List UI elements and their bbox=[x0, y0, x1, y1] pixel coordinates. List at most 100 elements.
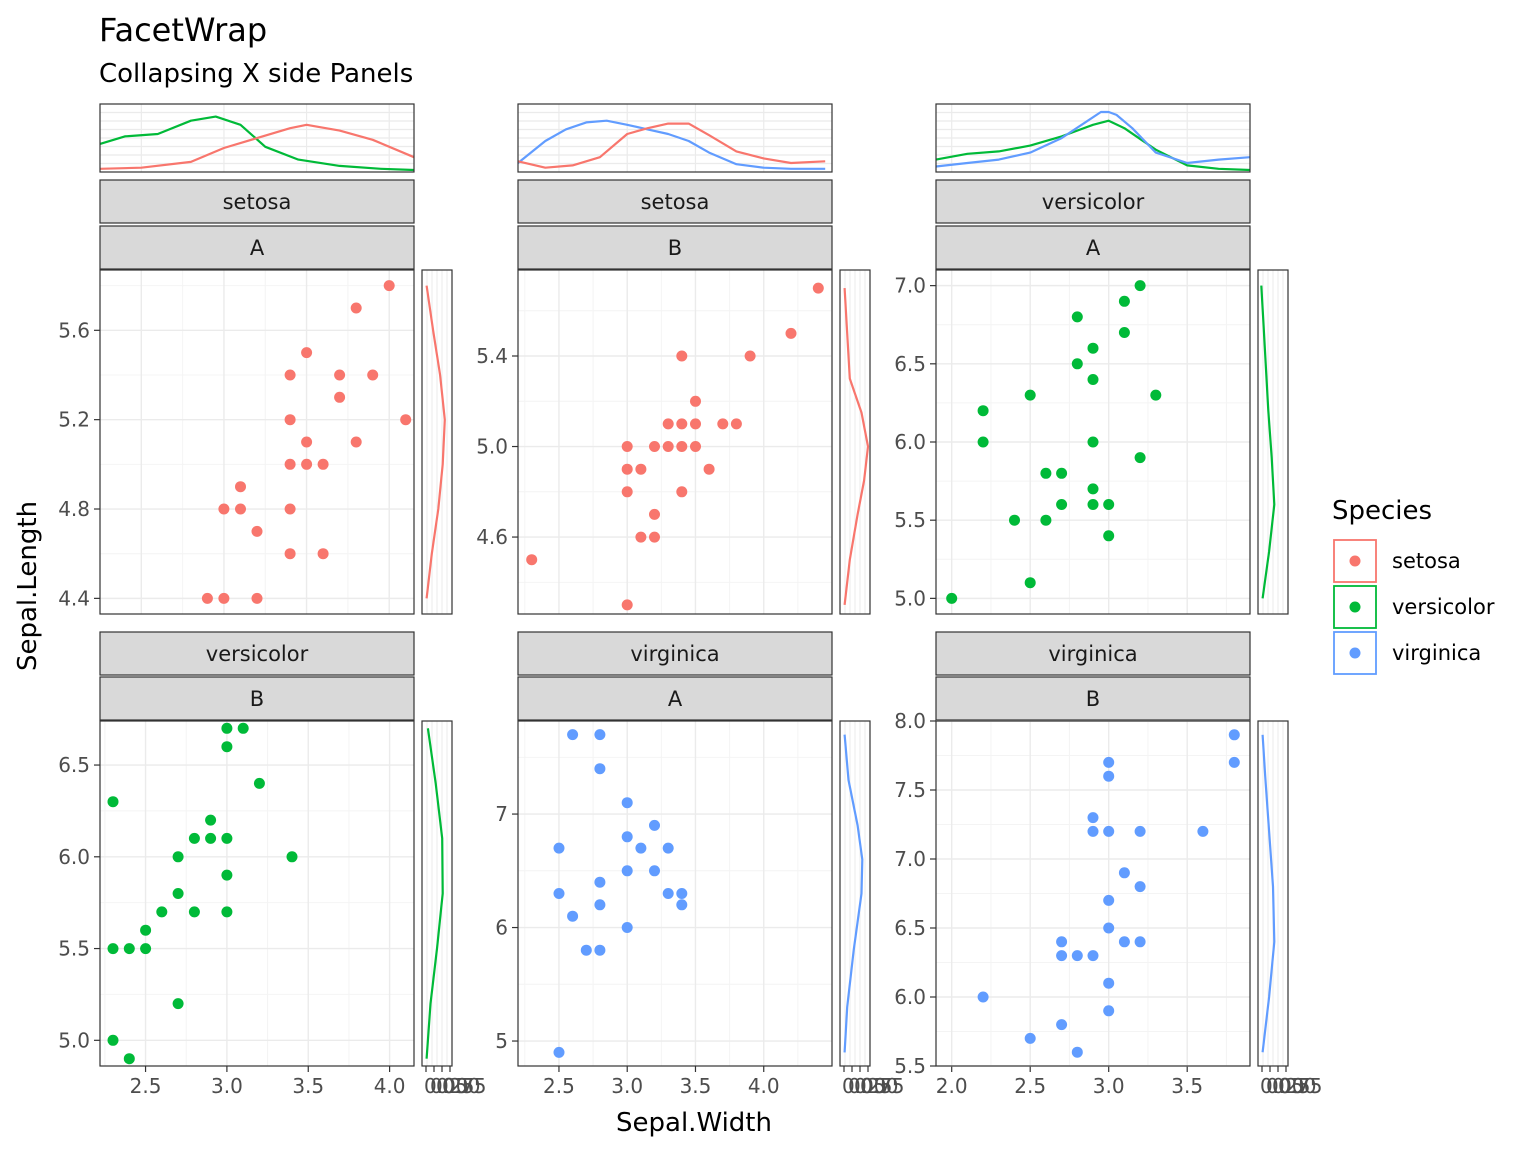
data-point-versicolor bbox=[1087, 483, 1099, 495]
data-point-virginica bbox=[553, 1046, 565, 1058]
data-point-setosa bbox=[334, 369, 346, 381]
side-density-border bbox=[1257, 720, 1289, 1067]
facet-panel-5: virginica A 2.5 3.0 3.5 4.0 5 6 7 0.000.250.500.7… bbox=[495, 631, 905, 1098]
data-point-versicolor bbox=[1071, 311, 1083, 323]
legend-label-virginica: virginica bbox=[1392, 641, 1481, 665]
data-point-virginica bbox=[567, 910, 579, 922]
data-point-setosa bbox=[676, 441, 688, 452]
side-x-tick-label: 0.75 bbox=[1278, 1074, 1323, 1098]
data-point-versicolor bbox=[221, 722, 233, 734]
data-point-virginica bbox=[662, 888, 674, 899]
data-point-versicolor bbox=[221, 832, 233, 844]
side-density-panel: 0.000.250.500.75 bbox=[839, 720, 905, 1098]
side-x-tick-label: 0.50 bbox=[436, 1074, 481, 1098]
data-point-virginica bbox=[1103, 1005, 1115, 1017]
side-density-panel bbox=[421, 269, 453, 615]
y-tick-label: 6.5 bbox=[58, 753, 90, 777]
data-point-versicolor bbox=[1118, 327, 1130, 338]
top-density-curve-setosa bbox=[99, 123, 415, 170]
y-tick-label: 5.0 bbox=[894, 586, 926, 610]
data-point-setosa bbox=[218, 592, 230, 604]
chart-subtitle: Collapsing X side Panels bbox=[99, 59, 413, 89]
data-point-virginica bbox=[1024, 1032, 1036, 1044]
x-tick-label: 3.0 bbox=[211, 1074, 243, 1098]
data-point-virginica bbox=[649, 819, 660, 831]
data-point-setosa bbox=[635, 463, 647, 475]
facet-strip-label: B bbox=[1086, 687, 1100, 711]
data-point-setosa bbox=[717, 418, 729, 430]
data-point-versicolor bbox=[1056, 499, 1068, 510]
y-tick-label: 5.4 bbox=[476, 344, 508, 368]
side-density-border bbox=[839, 720, 871, 1067]
data-point-versicolor bbox=[123, 943, 135, 955]
x-tick-label: 2.5 bbox=[1014, 1074, 1046, 1098]
data-point-setosa bbox=[635, 531, 647, 543]
side-x-tick-label: 0.25 bbox=[848, 1074, 893, 1098]
data-point-setosa bbox=[218, 503, 230, 515]
data-point-virginica bbox=[1087, 825, 1099, 837]
data-point-versicolor bbox=[1118, 295, 1130, 307]
data-point-setosa bbox=[690, 441, 701, 452]
data-point-virginica bbox=[1134, 881, 1146, 893]
facet-panel-3: versicolor A 5.0 5.5 6.0 6.5 7.0 bbox=[894, 179, 1289, 615]
y-axis-title: Sepal.Length bbox=[13, 501, 43, 671]
facet-panel-4: versicolor B 2.5 3.0 3.5 4.0 5.0 5.5 6.0 6.5 0.000… bbox=[58, 631, 487, 1098]
y-tick-label: 6 bbox=[495, 916, 508, 940]
data-point-versicolor bbox=[172, 888, 184, 899]
data-point-setosa bbox=[730, 418, 742, 430]
data-point-setosa bbox=[744, 350, 756, 362]
data-point-virginica bbox=[594, 763, 606, 775]
data-point-virginica bbox=[1103, 825, 1115, 837]
top-density-panel-2 bbox=[517, 103, 833, 173]
data-point-virginica bbox=[1056, 950, 1068, 962]
data-point-versicolor bbox=[1024, 389, 1036, 401]
top-density-curve-versicolor bbox=[99, 115, 415, 172]
data-point-setosa bbox=[251, 592, 263, 604]
facet-strip bbox=[517, 676, 833, 721]
top-density-curve-virginica bbox=[517, 119, 826, 170]
data-point-virginica bbox=[594, 944, 606, 956]
y-tick-label: 5 bbox=[495, 1029, 508, 1053]
data-point-virginica bbox=[594, 899, 606, 911]
y-tick-label: 4.6 bbox=[476, 525, 508, 549]
side-x-tick-label: 0.00 bbox=[1260, 1074, 1305, 1098]
data-point-setosa bbox=[284, 503, 296, 515]
x-tick-label: 2.5 bbox=[543, 1074, 575, 1098]
y-tick-label: 5.5 bbox=[894, 1054, 926, 1078]
data-point-setosa bbox=[367, 369, 379, 381]
data-point-setosa bbox=[334, 391, 346, 403]
data-point-virginica bbox=[621, 922, 633, 933]
top-density-curve-versicolor bbox=[935, 119, 1251, 172]
legend-key-virginica bbox=[1333, 631, 1377, 675]
data-point-virginica bbox=[580, 944, 592, 956]
facet-strip-label: versicolor bbox=[206, 642, 309, 666]
facet-strip-label: virginica bbox=[630, 642, 719, 666]
data-point-virginica bbox=[977, 991, 989, 1003]
data-point-versicolor bbox=[140, 924, 152, 936]
data-point-virginica bbox=[1197, 825, 1209, 837]
data-point-versicolor bbox=[253, 777, 265, 789]
y-tick-label: 5.0 bbox=[58, 1028, 90, 1052]
data-point-virginica bbox=[649, 865, 660, 877]
data-point-virginica bbox=[1118, 867, 1130, 879]
data-point-virginica bbox=[676, 899, 688, 911]
facet-strip-label: virginica bbox=[1048, 642, 1137, 666]
data-point-versicolor bbox=[221, 869, 233, 881]
side-x-tick-label: 0.25 bbox=[1266, 1074, 1311, 1098]
data-point-versicolor bbox=[286, 851, 298, 863]
data-point-versicolor bbox=[977, 405, 989, 417]
top-density-curve-setosa bbox=[517, 122, 826, 169]
x-tick-label: 3.5 bbox=[1171, 1074, 1203, 1098]
side-density-curve bbox=[425, 728, 444, 1059]
legend-title: Species bbox=[1332, 496, 1432, 526]
data-point-setosa bbox=[400, 414, 412, 426]
side-density-panel: 0.000.250.500.75 bbox=[421, 720, 487, 1098]
data-point-versicolor bbox=[221, 906, 233, 918]
y-tick-label: 6.0 bbox=[894, 430, 926, 454]
facet-strip bbox=[99, 676, 415, 721]
data-point-versicolor bbox=[172, 851, 184, 863]
y-tick-label: 6.5 bbox=[894, 352, 926, 376]
x-tick-label: 3.5 bbox=[292, 1074, 324, 1098]
side-x-tick-label: 0.50 bbox=[854, 1074, 899, 1098]
data-point-versicolor bbox=[107, 796, 119, 808]
